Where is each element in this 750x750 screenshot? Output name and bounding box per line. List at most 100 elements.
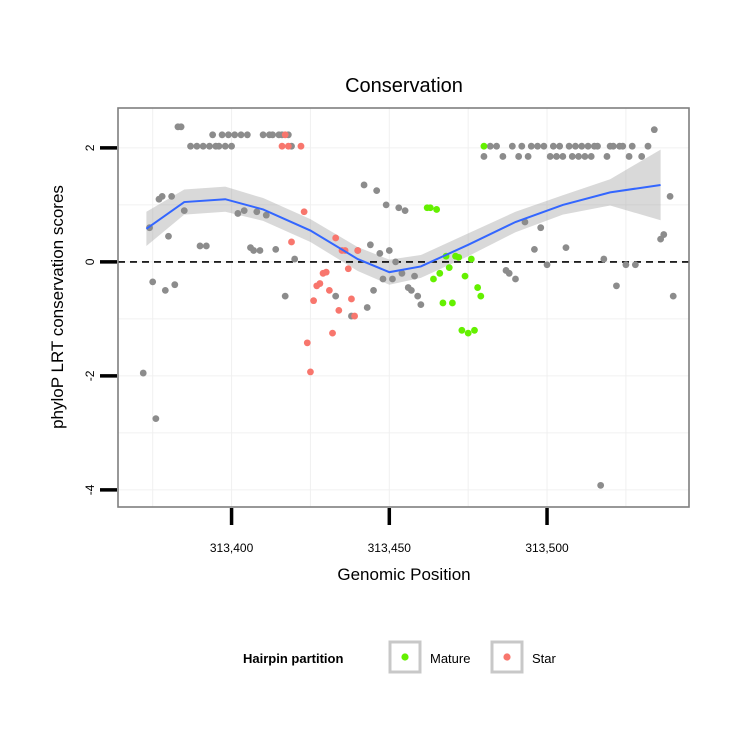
data-point-other — [401, 207, 409, 215]
data-point-other — [537, 224, 545, 232]
data-point-mature — [426, 204, 434, 212]
y-axis-label: phyloP LRT conservation scores — [48, 185, 67, 429]
legend-label-star: Star — [532, 651, 557, 666]
data-point-other — [187, 142, 194, 150]
data-point-other — [221, 142, 229, 150]
data-point-other — [597, 481, 605, 489]
data-point-other — [382, 201, 390, 209]
data-point-other — [515, 153, 523, 160]
data-point-other — [225, 131, 232, 139]
data-point-other — [644, 142, 652, 150]
chart-title: Conservation — [345, 75, 463, 97]
legend-label-mature: Mature — [430, 651, 470, 666]
x-tick-label: 313,450 — [368, 541, 412, 555]
series-other — [139, 123, 677, 489]
data-point-star — [281, 131, 289, 139]
data-point-mature — [461, 272, 469, 280]
data-point-star — [344, 265, 352, 273]
data-point-other — [168, 192, 176, 200]
data-point-other — [587, 153, 595, 160]
data-point-other — [171, 281, 179, 289]
data-point-other — [291, 255, 299, 263]
x-tick-label: 313,500 — [525, 541, 569, 555]
data-point-other — [253, 208, 261, 216]
data-point-other — [549, 142, 557, 150]
data-point-other — [165, 232, 172, 240]
legend: Hairpin partition Mature Star — [243, 640, 557, 674]
data-point-other — [556, 142, 564, 150]
data-point-other — [177, 123, 185, 131]
legend-item-star: Star — [490, 640, 557, 674]
data-point-other — [650, 126, 658, 134]
data-point-other — [622, 261, 630, 269]
data-point-other — [234, 210, 242, 217]
data-point-mature — [464, 329, 472, 337]
data-point-other — [240, 207, 248, 215]
data-point-other — [499, 153, 507, 160]
data-point-other — [660, 231, 668, 238]
data-point-other — [578, 142, 586, 150]
data-point-other — [407, 287, 415, 294]
data-point-other — [638, 153, 646, 160]
data-point-other — [524, 153, 532, 160]
data-point-other — [373, 187, 381, 195]
data-point-other — [196, 242, 204, 250]
data-point-star — [278, 142, 286, 150]
data-point-star — [322, 268, 330, 276]
data-point-other — [272, 245, 280, 253]
data-point-other — [411, 272, 418, 280]
y-tick-label: 0 — [83, 258, 97, 265]
data-point-other — [512, 275, 519, 283]
data-point-other — [581, 153, 589, 160]
data-point-other — [193, 142, 201, 150]
data-point-other — [281, 292, 289, 300]
data-point-other — [568, 153, 576, 160]
data-point-other — [385, 247, 393, 254]
data-point-mature — [458, 326, 466, 334]
data-point-other — [562, 244, 570, 252]
data-point-other — [202, 242, 210, 250]
data-point-other — [594, 142, 601, 150]
data-point-star — [303, 339, 311, 347]
data-point-other — [395, 204, 403, 212]
data-point-mature — [430, 275, 437, 283]
data-point-other — [527, 142, 535, 150]
data-point-other — [228, 142, 235, 150]
data-point-star — [348, 295, 355, 303]
data-point-other — [565, 142, 573, 150]
data-point-other — [237, 131, 245, 139]
data-point-other — [414, 292, 422, 300]
data-point-other — [269, 131, 276, 139]
data-point-other — [139, 369, 147, 377]
data-point-other — [379, 275, 387, 283]
data-point-other — [531, 245, 538, 253]
x-tick-label: 313,400 — [210, 541, 254, 555]
data-point-mature — [474, 284, 482, 291]
data-point-mature — [471, 326, 478, 334]
data-point-other — [584, 142, 592, 150]
data-point-star — [288, 238, 295, 246]
data-point-other — [534, 142, 541, 150]
y-tick-label: -4 — [83, 484, 97, 495]
data-point-other — [417, 301, 425, 309]
data-point-other — [209, 131, 217, 139]
data-point-other — [231, 131, 239, 139]
data-point-other — [218, 131, 226, 139]
data-point-other — [389, 275, 396, 283]
data-point-other — [546, 153, 554, 160]
data-point-other — [256, 247, 264, 254]
data-point-other — [486, 142, 494, 150]
data-point-star — [325, 287, 333, 294]
data-point-other — [366, 241, 374, 249]
data-point-other — [628, 142, 636, 150]
data-point-mature — [467, 255, 475, 263]
data-point-other — [215, 142, 223, 150]
data-point-star — [354, 247, 362, 254]
data-point-other — [619, 142, 627, 150]
data-point-other — [631, 261, 639, 269]
data-point-other — [493, 142, 500, 150]
data-point-other — [553, 153, 560, 160]
data-point-other — [669, 292, 677, 300]
data-point-other — [392, 258, 400, 266]
